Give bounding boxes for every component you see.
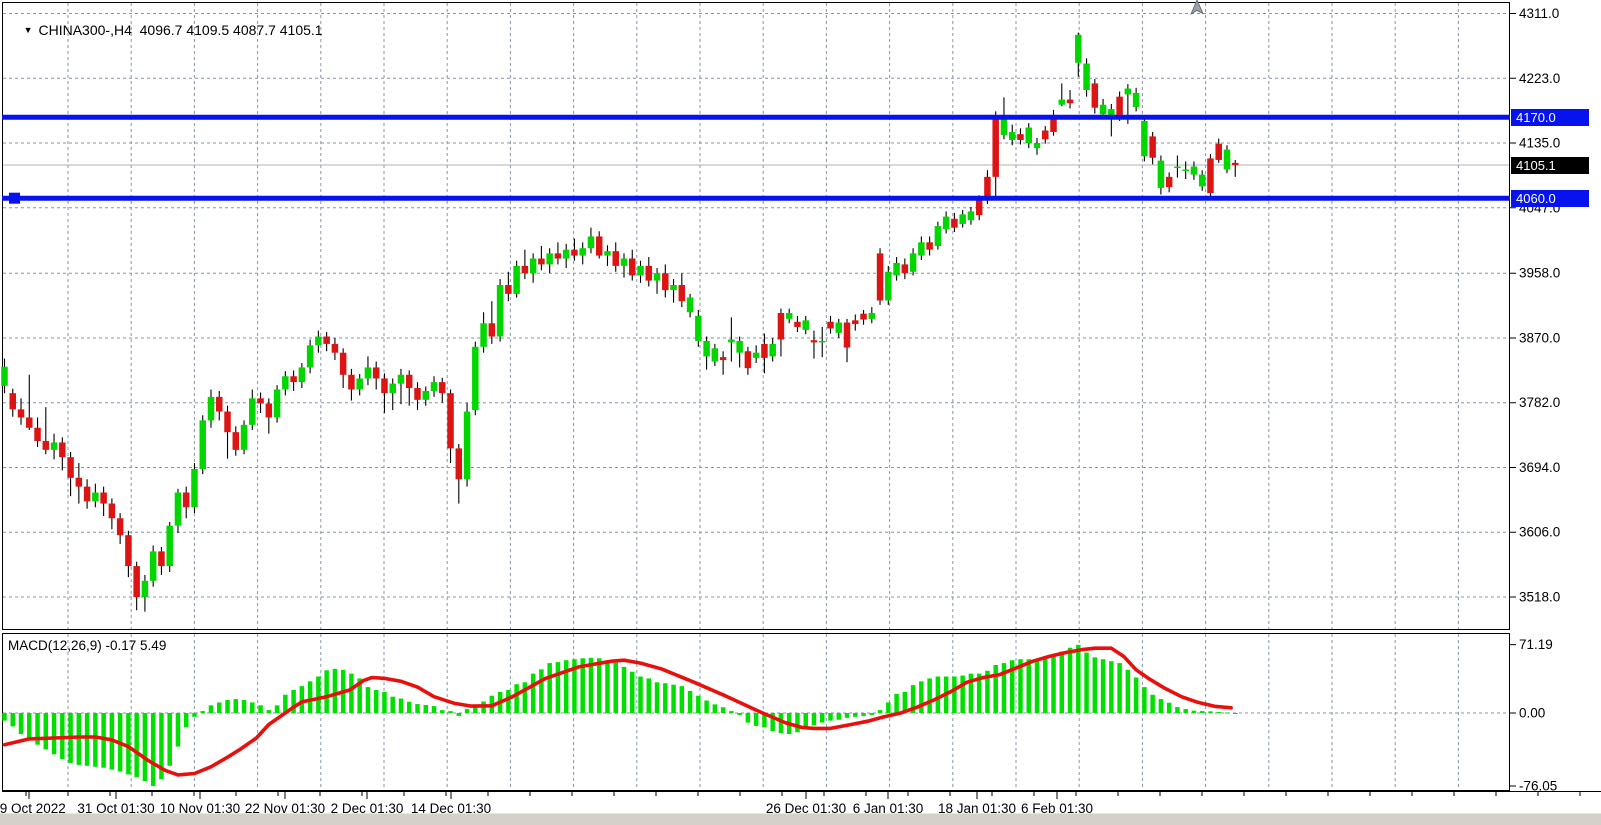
last-price-tag: 4105.1 [1511, 156, 1589, 174]
chart-title: CHINA300-,H4 4096.7 4109.5 4087.7 4105.1 [38, 22, 323, 38]
svg-text:3870.0: 3870.0 [1519, 330, 1560, 345]
svg-text:14 Dec 01:30: 14 Dec 01:30 [411, 801, 491, 816]
svg-text:3606.0: 3606.0 [1519, 525, 1560, 540]
window-footer-strip [0, 813, 1601, 825]
level-drag-handle[interactable] [9, 192, 20, 204]
svg-text:6 Jan 01:30: 6 Jan 01:30 [853, 801, 924, 816]
svg-text:19 Oct 2022: 19 Oct 2022 [0, 801, 66, 816]
chart-panels [2, 2, 1510, 791]
svg-text:4311.0: 4311.0 [1519, 6, 1559, 21]
macd-indicator-label: MACD(12,26,9) -0.17 5.49 [8, 638, 167, 653]
candles-layer [1, 32, 1239, 612]
svg-text:26 Dec 01:30: 26 Dec 01:30 [766, 801, 846, 816]
svg-text:22 Nov 01:30: 22 Nov 01:30 [245, 801, 325, 816]
svg-text:3694.0: 3694.0 [1519, 460, 1560, 475]
svg-text:2 Dec 01:30: 2 Dec 01:30 [331, 801, 404, 816]
level-price-tag-4060: 4060.0 [1511, 189, 1589, 207]
chart-title-bar: ▼ CHINA300-,H4 4096.7 4109.5 4087.7 4105.… [8, 6, 323, 54]
svg-text:10 Nov 01:30: 10 Nov 01:30 [160, 801, 240, 816]
horizontal-level-lines[interactable] [2, 114, 1510, 204]
svg-text:3958.0: 3958.0 [1519, 266, 1560, 281]
mouse-cursor-icon [1190, 0, 1204, 15]
level-price-tag-4170: 4170.0 [1511, 108, 1589, 126]
svg-text:71.19: 71.19 [1519, 637, 1553, 652]
svg-text:6 Feb 01:30: 6 Feb 01:30 [1021, 801, 1093, 816]
svg-text:0.00: 0.00 [1519, 706, 1545, 721]
svg-text:3782.0: 3782.0 [1519, 395, 1560, 410]
price-axis: 4311.04223.04135.04047.03958.03870.03782… [1510, 6, 1560, 794]
time-axis: 19 Oct 2022 31 Oct 01:30 10 Nov 01:30 22 No… [0, 791, 1601, 816]
svg-text:18 Jan 01:30: 18 Jan 01:30 [938, 801, 1016, 816]
svg-text:4223.0: 4223.0 [1519, 71, 1560, 86]
svg-text:31 Oct 01:30: 31 Oct 01:30 [77, 801, 154, 816]
macd-signal-line [2, 646, 1233, 777]
svg-text:-76.05: -76.05 [1519, 779, 1557, 794]
svg-text:3518.0: 3518.0 [1519, 589, 1560, 604]
svg-text:4135.0: 4135.0 [1519, 136, 1560, 151]
macd-histogram [2, 644, 1238, 786]
symbol-dropdown-icon[interactable]: ▼ [23, 25, 33, 35]
